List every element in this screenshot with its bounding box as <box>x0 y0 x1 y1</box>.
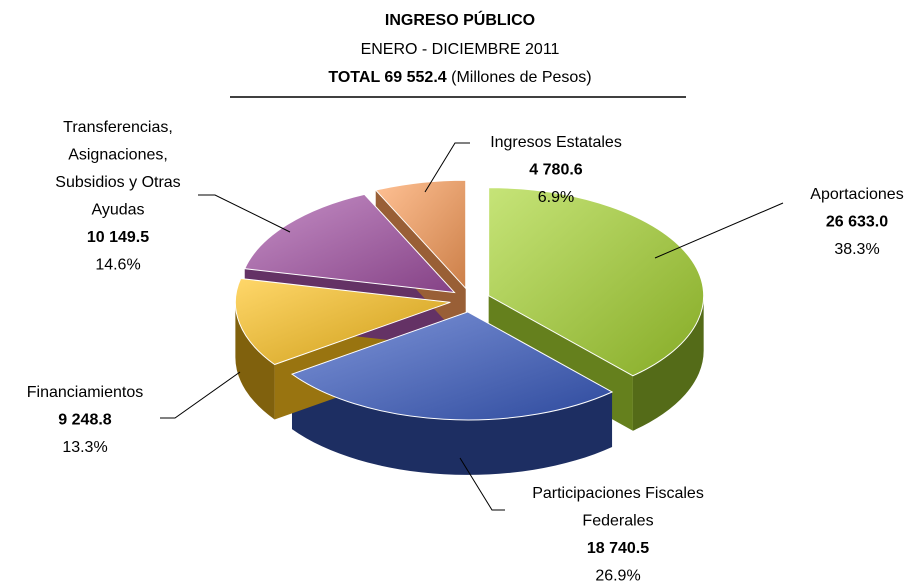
slice-top <box>234 278 451 366</box>
chart-title: INGRESO PÚBLICO <box>385 10 535 29</box>
value-label: 4 780.6 <box>529 162 582 179</box>
category-label: Subsidios y Otras <box>55 174 180 191</box>
total: TOTAL 69 552.4 <box>328 69 446 86</box>
slice-top <box>488 187 705 377</box>
units: (Millones de Pesos) <box>451 69 592 86</box>
category-label: Federales <box>582 513 653 530</box>
category-label: Ayudas <box>91 202 144 219</box>
slice-top <box>243 193 456 294</box>
leader-line <box>424 142 470 193</box>
category-label: Participaciones Fiscales <box>532 485 704 502</box>
chart-subtitle: ENERO - DICIEMBRE 2011 <box>361 41 560 58</box>
value-label: 26 633.0 <box>826 214 888 231</box>
slice-side <box>291 374 613 475</box>
slice-top <box>290 311 614 421</box>
value-label: 10 149.5 <box>87 229 149 246</box>
leader-line <box>654 202 784 259</box>
category-label: Transferencias, <box>63 119 173 136</box>
leader-line <box>198 194 291 233</box>
leader-line <box>160 371 241 419</box>
percent-label: 26.9% <box>595 568 640 585</box>
percent-label: 38.3% <box>834 241 879 258</box>
slice-side <box>235 302 275 420</box>
category-label: Financiamientos <box>27 384 144 401</box>
value-label: 9 248.8 <box>58 412 111 429</box>
total-line: TOTAL 69 552.4 (Millones de Pesos) <box>328 69 591 86</box>
percent-label: 6.9% <box>538 189 574 206</box>
category-label: Ingresos Estatales <box>490 134 622 151</box>
percent-label: 14.6% <box>95 257 140 274</box>
category-label: Asignaciones, <box>68 147 168 164</box>
slice-top <box>374 179 467 290</box>
value-label: 18 740.5 <box>587 540 649 557</box>
category-label: Aportaciones <box>810 186 903 203</box>
slice-side <box>632 295 704 431</box>
leader-line <box>459 457 505 511</box>
percent-label: 13.3% <box>62 439 107 456</box>
